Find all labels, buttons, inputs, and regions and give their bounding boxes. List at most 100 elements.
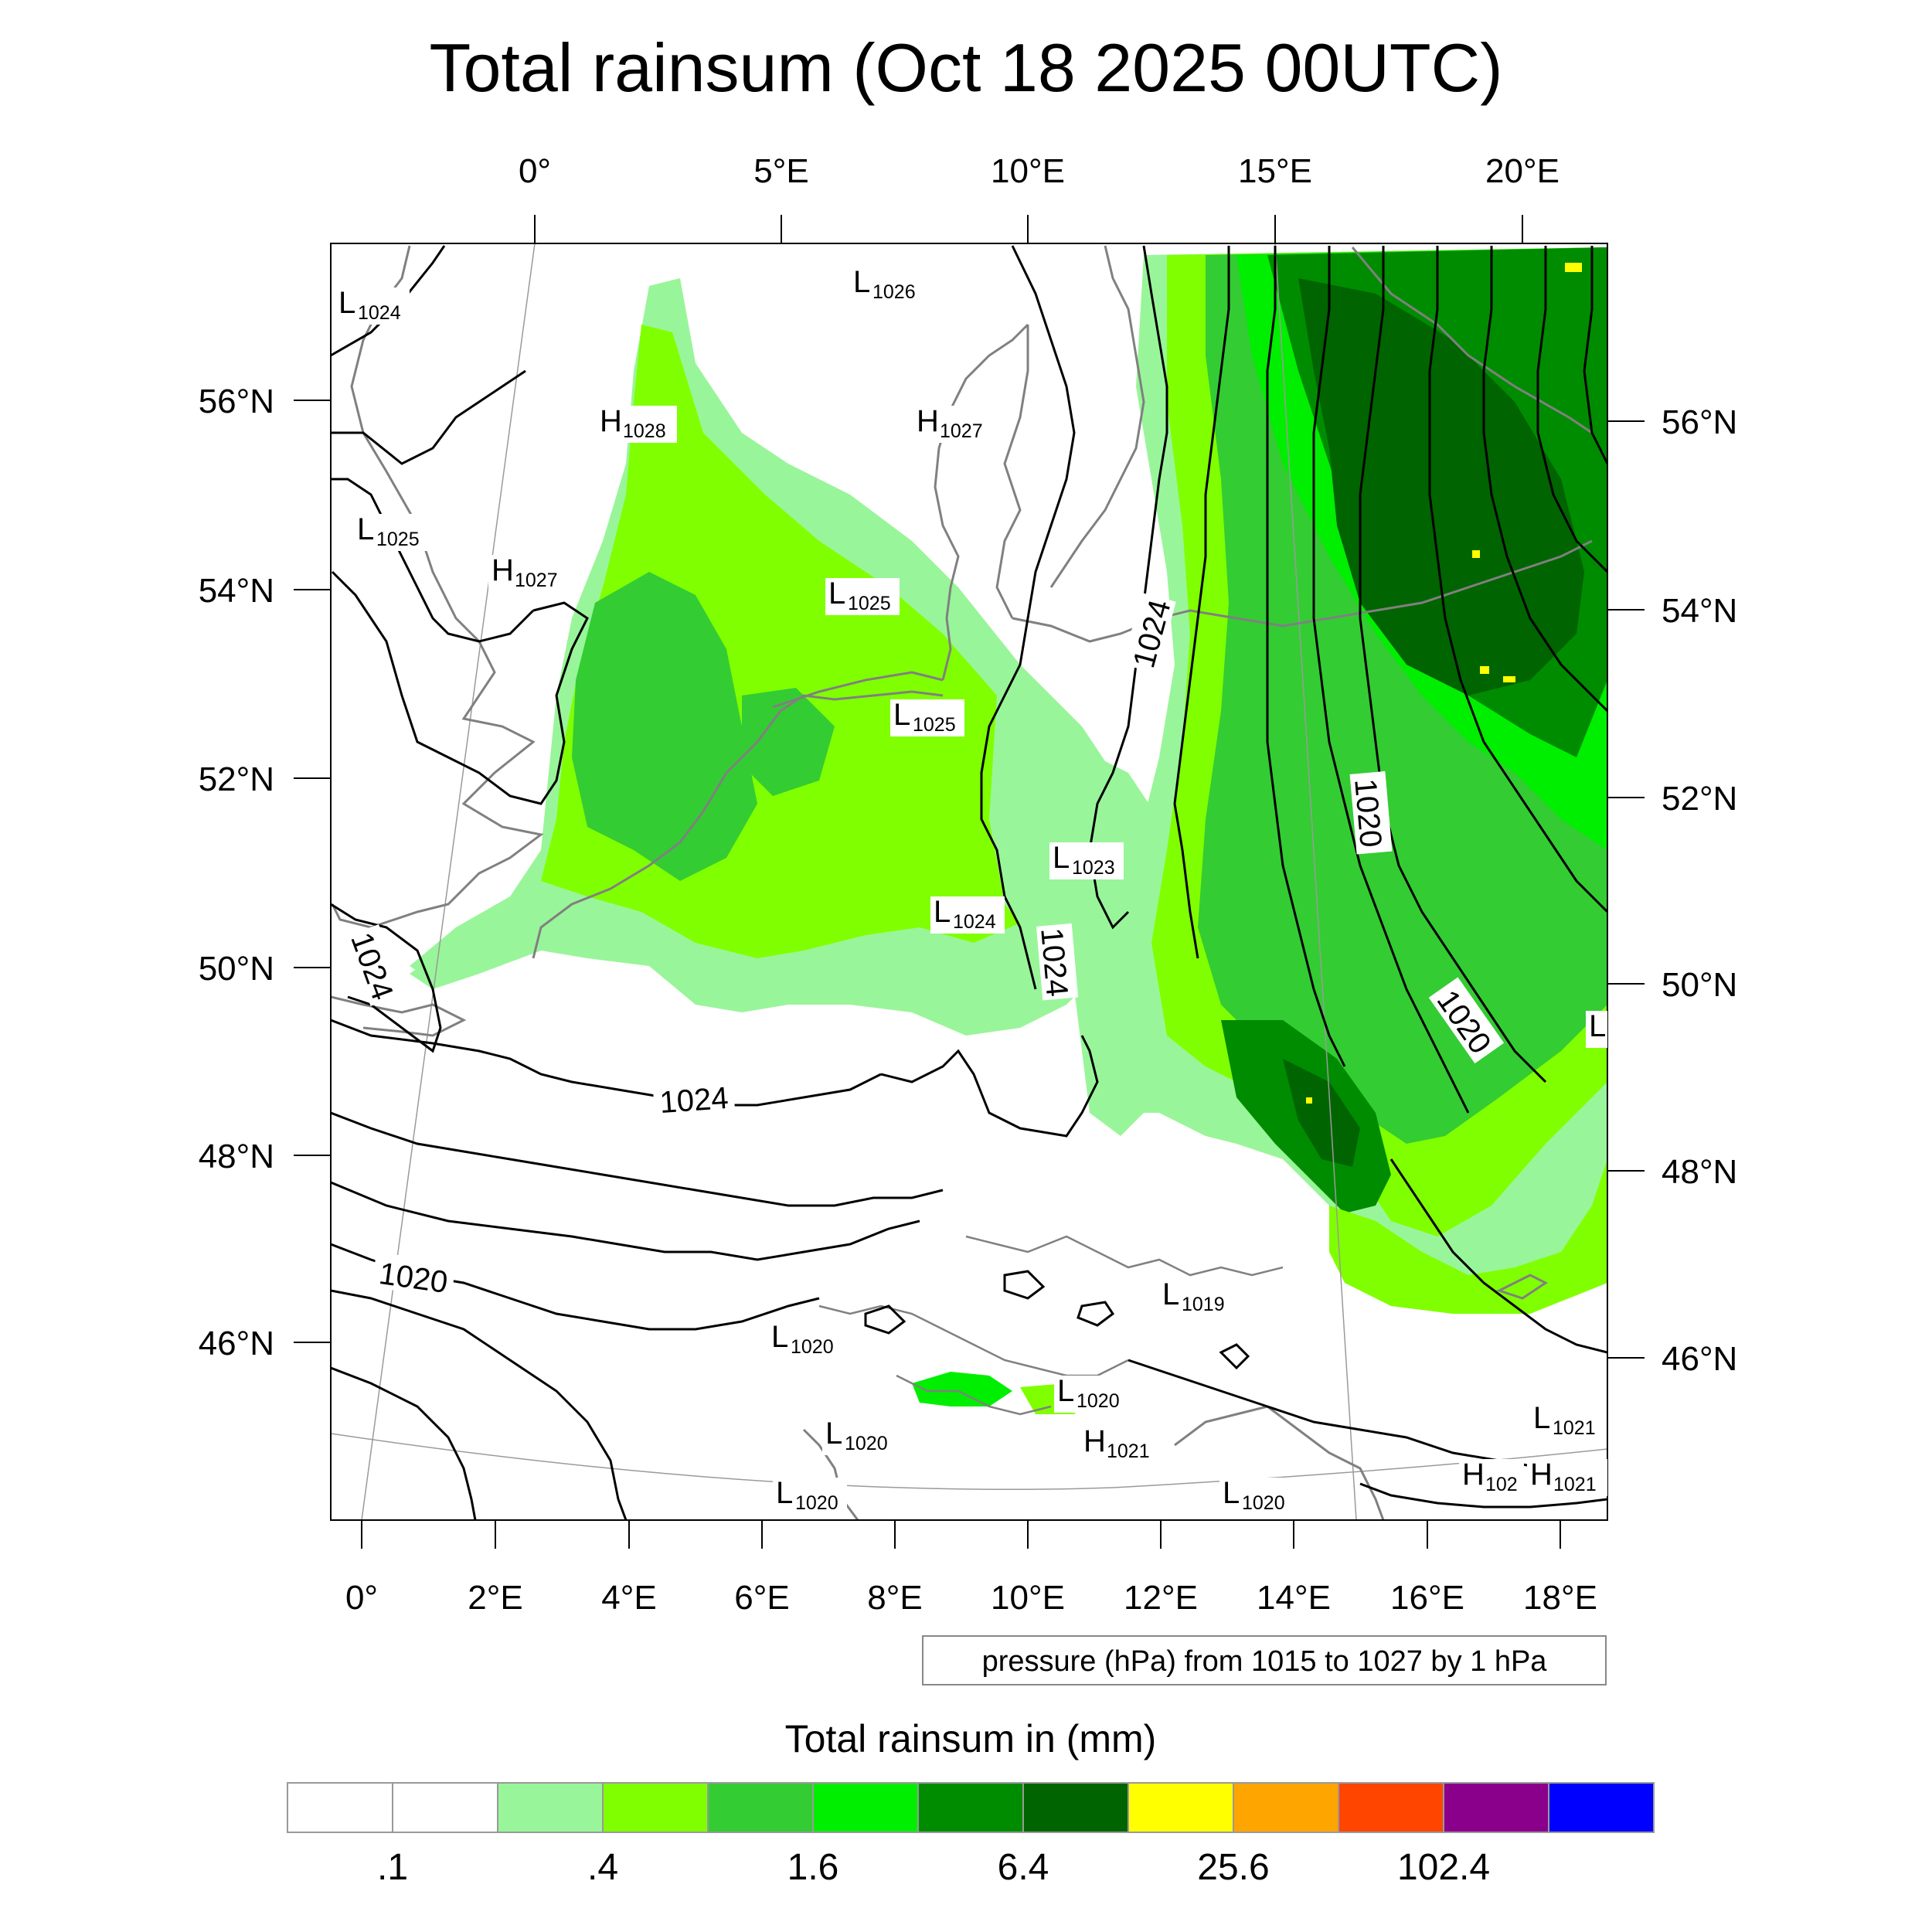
rain-max-speck-5 bbox=[1306, 1097, 1312, 1104]
isobar-alps-small-3 bbox=[1077, 1301, 1115, 1327]
svg-text:H: H bbox=[600, 404, 622, 438]
top-lon-label: 15°E bbox=[1238, 152, 1312, 190]
bottom-longitude-axis: 0° 2°E 4°E 6°E 8°E 10°E 12°E 14°E 16°E 1… bbox=[345, 1520, 1597, 1617]
legend-label: 102.4 bbox=[1397, 1847, 1490, 1888]
svg-text:L: L bbox=[357, 512, 374, 546]
rain-max-speck-1 bbox=[1565, 263, 1582, 272]
bottom-lon-label: 18°E bbox=[1523, 1579, 1597, 1617]
svg-text:L: L bbox=[1162, 1277, 1179, 1311]
svg-text:L: L bbox=[893, 698, 910, 732]
bottom-lon-label: 0° bbox=[345, 1579, 378, 1617]
coast-france-belgium-netherlands bbox=[532, 690, 944, 959]
svg-text:L: L bbox=[776, 1476, 793, 1510]
rain-max-speck-2 bbox=[1472, 550, 1480, 558]
svg-text:L: L bbox=[828, 577, 845, 611]
rain-area-heavy-west bbox=[572, 572, 757, 881]
legend-swatch bbox=[1443, 1782, 1549, 1833]
rain-area-southeast bbox=[1329, 1159, 1607, 1314]
svg-text:L: L bbox=[1053, 841, 1070, 875]
svg-text:1020: 1020 bbox=[1077, 1390, 1120, 1412]
coast-baltic-south bbox=[1012, 539, 1593, 643]
rain-area-east-veryheavy bbox=[1298, 278, 1584, 696]
bottom-lon-label: 14°E bbox=[1257, 1579, 1331, 1617]
svg-text:H: H bbox=[492, 553, 514, 587]
legend-swatch bbox=[812, 1782, 919, 1833]
svg-text:1020: 1020 bbox=[1348, 777, 1388, 849]
svg-text:L: L bbox=[934, 895, 951, 929]
pressure-center-label: L 1025 bbox=[890, 698, 964, 736]
bottom-lon-label: 12°E bbox=[1124, 1579, 1198, 1617]
isobar-1021-east bbox=[1312, 246, 1470, 1114]
rain-max-speck-4 bbox=[1503, 676, 1515, 682]
meridian-15E bbox=[1274, 243, 1357, 1520]
left-lat-label: 50°N bbox=[199, 950, 274, 988]
legend-swatch bbox=[602, 1782, 709, 1833]
isobar-1020 bbox=[331, 1289, 628, 1520]
svg-text:1021: 1021 bbox=[1553, 1417, 1596, 1439]
contour-label-1024-south: 1024 bbox=[652, 1077, 736, 1120]
pressure-center-label: L 1020 bbox=[1219, 1476, 1294, 1515]
legend-label: .4 bbox=[587, 1847, 618, 1888]
svg-text:H: H bbox=[1083, 1424, 1106, 1458]
pressure-center-label: L 1023 bbox=[1049, 841, 1124, 879]
svg-text:L: L bbox=[853, 265, 870, 299]
svg-text:1020: 1020 bbox=[1242, 1492, 1285, 1514]
legend-swatch bbox=[1233, 1782, 1339, 1833]
parallel-45N bbox=[331, 1433, 1607, 1490]
svg-text:H: H bbox=[1462, 1458, 1485, 1492]
legend-swatch bbox=[287, 1782, 393, 1833]
rain-area-heavy-west-2 bbox=[742, 688, 835, 796]
right-lat-label: 54°N bbox=[1662, 592, 1737, 630]
legend-swatch bbox=[392, 1782, 498, 1833]
coastlines bbox=[331, 245, 1593, 1520]
coast-baltic-islands bbox=[1351, 247, 1593, 434]
right-lat-label: 52°N bbox=[1662, 780, 1737, 818]
svg-text:1025: 1025 bbox=[913, 714, 956, 736]
pressure-center-label: L 1019 bbox=[1159, 1277, 1233, 1316]
isobar-uk-left bbox=[331, 478, 535, 643]
isobar-alps-small-1 bbox=[864, 1304, 906, 1335]
pressure-center-label: L bbox=[1586, 1009, 1607, 1048]
legend-swatch bbox=[497, 1782, 604, 1833]
top-lon-label: 0° bbox=[519, 152, 551, 190]
rain-area-alps bbox=[912, 1372, 1012, 1406]
isobar-1016-east bbox=[1583, 246, 1607, 464]
info-box-text: pressure (hPa) from 1015 to 1027 by 1 hP… bbox=[982, 1645, 1548, 1678]
isobar-1024-west bbox=[331, 903, 442, 1053]
svg-text:L: L bbox=[771, 1320, 788, 1354]
isobar-uk-ring bbox=[331, 570, 589, 805]
legend-swatch bbox=[1548, 1782, 1655, 1833]
pressure-center-label: L 1024 bbox=[335, 286, 410, 325]
isobar-1020-se bbox=[1389, 1158, 1607, 1354]
legend-title: Total rainsum in (mm) bbox=[785, 1717, 1157, 1760]
left-lat-label: 52°N bbox=[199, 760, 274, 798]
contour-info-box: pressure (hPa) from 1015 to 1027 by 1 hP… bbox=[922, 1635, 1607, 1685]
contour-label-1020-east: 1020 bbox=[1348, 770, 1393, 855]
right-latitude-axis: 56°N 54°N 52°N 50°N 48°N 46°N bbox=[1607, 403, 1737, 1378]
svg-text:L: L bbox=[1057, 1374, 1074, 1408]
isobar-1020-east bbox=[1359, 246, 1547, 1083]
bottom-lon-label: 6°E bbox=[734, 1579, 789, 1617]
top-longitude-axis: 0° 5°E 10°E 15°E 20°E bbox=[519, 152, 1560, 243]
svg-text:1024: 1024 bbox=[1034, 927, 1074, 998]
contour-label-1024-baltic: 1024 bbox=[1122, 592, 1178, 674]
info-box-frame bbox=[922, 1635, 1607, 1685]
isobar-alps-small-4 bbox=[1219, 1343, 1250, 1370]
legend-swatch bbox=[917, 1782, 1024, 1833]
pressure-center-label: H 1027 bbox=[488, 553, 569, 592]
pressure-center-label: L 1020 bbox=[1054, 1374, 1128, 1413]
svg-text:102: 102 bbox=[1485, 1474, 1518, 1495]
pressure-center-label: L 1025 bbox=[825, 577, 900, 615]
rain-area-czech-core bbox=[1283, 1059, 1360, 1167]
pressure-center-label: H 1028 bbox=[597, 404, 677, 443]
svg-text:1024: 1024 bbox=[658, 1081, 730, 1120]
left-lat-label: 54°N bbox=[199, 572, 274, 610]
coast-lake-balaton bbox=[1496, 1274, 1548, 1300]
legend-label: .1 bbox=[377, 1847, 408, 1888]
bottom-lon-label: 2°E bbox=[468, 1579, 522, 1617]
isobar-1024-channel bbox=[331, 1019, 882, 1107]
svg-text:1027: 1027 bbox=[940, 420, 983, 442]
isobar-1023 bbox=[331, 1181, 920, 1261]
coast-sweden bbox=[1049, 245, 1145, 588]
